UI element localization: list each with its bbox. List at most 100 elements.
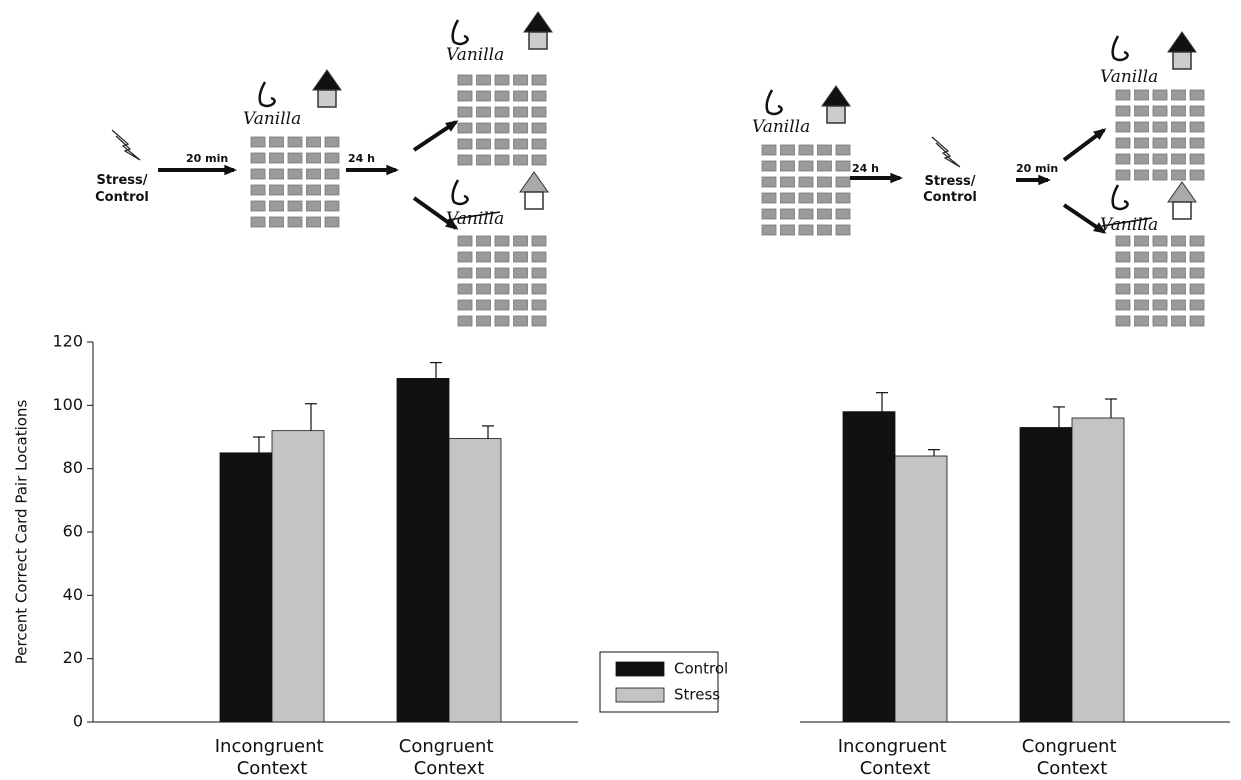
card (324, 152, 340, 164)
y-tick-label: 40 (63, 585, 83, 604)
card (1152, 137, 1168, 149)
card (1171, 169, 1186, 181)
odor-label: Vanilla (446, 45, 504, 65)
card (1152, 121, 1168, 133)
card (761, 160, 777, 172)
legend-swatch (615, 687, 665, 703)
card (835, 208, 851, 220)
card (306, 152, 321, 164)
card (531, 235, 547, 247)
card (1152, 235, 1168, 247)
card (513, 74, 528, 86)
card (476, 138, 491, 150)
card (269, 136, 284, 148)
bar (894, 455, 948, 723)
card (1171, 299, 1186, 311)
card (494, 154, 510, 166)
card (761, 192, 777, 204)
y-tick-label: 0 (73, 712, 83, 731)
card (1152, 251, 1168, 263)
card (513, 251, 528, 263)
card (1115, 235, 1131, 247)
card (1171, 267, 1186, 279)
card (531, 106, 547, 118)
card (1189, 89, 1205, 101)
card (817, 160, 832, 172)
card (1134, 137, 1149, 149)
house-body (826, 105, 846, 124)
card (476, 315, 491, 327)
x-tick-label: Congruent Context (399, 736, 500, 779)
house-roof (821, 85, 851, 107)
crossout (447, 211, 501, 221)
card (1189, 283, 1205, 295)
condition-label: Control (923, 190, 977, 205)
card (1134, 121, 1149, 133)
x-tick-label: Incongruent Context (215, 736, 330, 779)
card (1134, 235, 1149, 247)
card (817, 192, 832, 204)
house-roof (523, 11, 553, 33)
card (513, 299, 528, 311)
card (1115, 89, 1131, 101)
nose-icon (1111, 184, 1129, 211)
house-body (528, 31, 548, 50)
card (1189, 267, 1205, 279)
card (287, 168, 303, 180)
card (476, 106, 491, 118)
card (457, 138, 473, 150)
card (324, 136, 340, 148)
card (494, 315, 510, 327)
card (798, 224, 814, 236)
card (817, 176, 832, 188)
card (1152, 283, 1168, 295)
card (513, 154, 528, 166)
condition-label: Control (95, 190, 149, 205)
card (1134, 153, 1149, 165)
card (835, 224, 851, 236)
card (1171, 121, 1186, 133)
card (1171, 137, 1186, 149)
delay-label: 24 h (348, 152, 375, 165)
card (1115, 153, 1131, 165)
card (531, 74, 547, 86)
odor-label: Vanilla (1100, 67, 1158, 87)
card (513, 283, 528, 295)
card (1152, 315, 1168, 327)
card (476, 267, 491, 279)
delay-label: 24 h (852, 162, 879, 175)
card (494, 138, 510, 150)
card (780, 224, 795, 236)
card (287, 184, 303, 196)
delay-label: 20 min (186, 152, 228, 165)
nose-icon (1111, 35, 1129, 62)
card (1134, 105, 1149, 117)
house-body (1172, 201, 1192, 220)
y-tick-label: 80 (63, 458, 83, 477)
card (1189, 169, 1205, 181)
card (798, 192, 814, 204)
card (287, 216, 303, 228)
card (1171, 251, 1186, 263)
card (457, 106, 473, 118)
house-roof (1167, 181, 1197, 203)
card (457, 283, 473, 295)
bar (396, 378, 450, 723)
card (476, 74, 491, 86)
bar (842, 411, 896, 723)
bar (271, 430, 325, 723)
card (761, 176, 777, 188)
card (457, 74, 473, 86)
card (513, 138, 528, 150)
card (798, 176, 814, 188)
card (476, 251, 491, 263)
card (1189, 315, 1205, 327)
card (250, 152, 266, 164)
card (457, 154, 473, 166)
card (513, 315, 528, 327)
card (1189, 299, 1205, 311)
card (494, 267, 510, 279)
card (306, 136, 321, 148)
card (817, 208, 832, 220)
